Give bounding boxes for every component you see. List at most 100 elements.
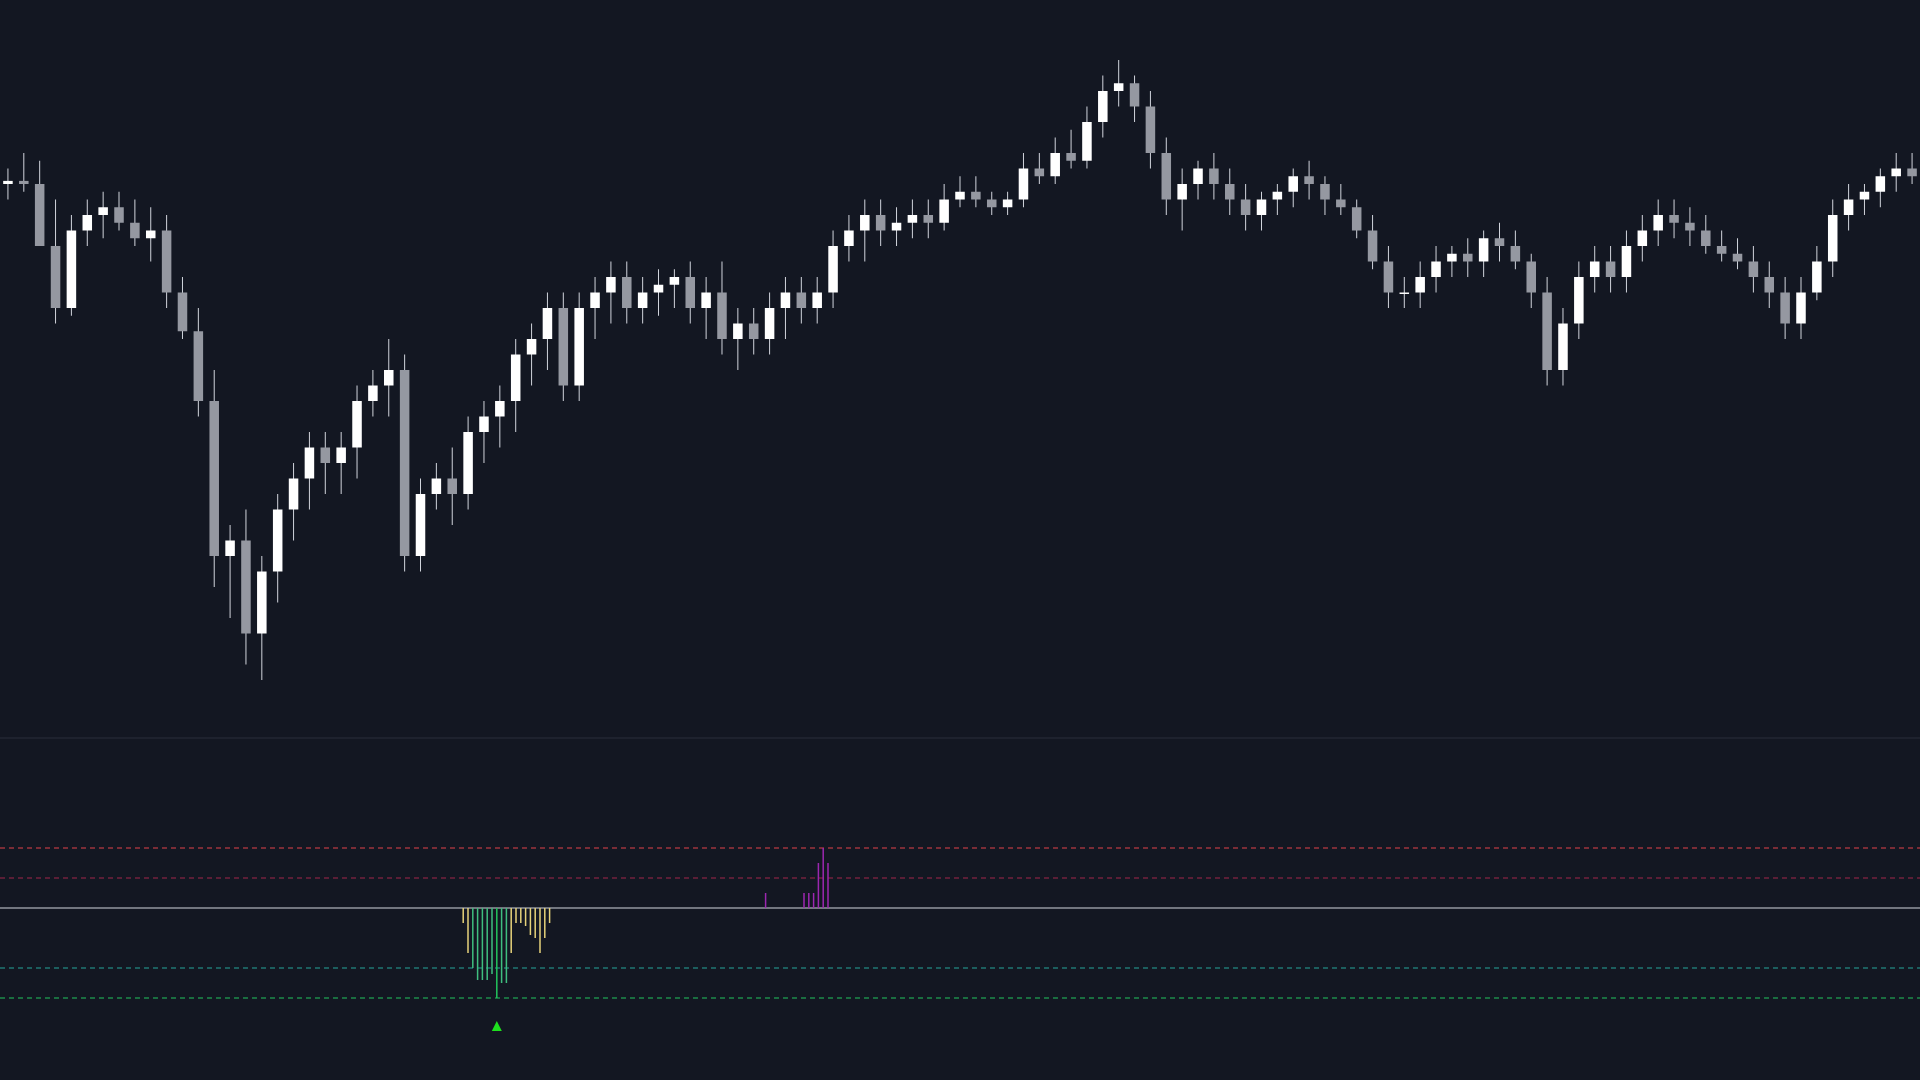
- candle-body-up: [1478, 238, 1489, 262]
- candle-body-down: [1685, 222, 1695, 231]
- candle-body-up: [574, 308, 584, 386]
- candle-body-down: [1034, 168, 1045, 177]
- candle-body-up: [860, 215, 870, 231]
- candle-body-up: [257, 571, 267, 634]
- candle-body-down: [875, 215, 886, 231]
- candle-body-down: [447, 478, 457, 494]
- candle-body-down: [1320, 184, 1330, 200]
- candle-body-up: [669, 277, 680, 285]
- candle-body-up: [1002, 199, 1013, 208]
- oscillator-pane: [0, 847, 1920, 1031]
- candle-body-down: [685, 277, 696, 308]
- candle-body-up: [1177, 184, 1187, 200]
- candle-body-up: [225, 540, 235, 556]
- candle-body-down: [177, 292, 188, 332]
- candle-body-up: [1859, 191, 1870, 200]
- candle-body-down: [1748, 261, 1759, 277]
- candle-body-down: [717, 292, 727, 339]
- candle-body-up: [526, 339, 537, 355]
- candle-body-up: [1431, 261, 1441, 277]
- candle-body-up: [844, 230, 854, 246]
- candle-body-down: [796, 292, 807, 308]
- candle-body-down: [19, 180, 29, 184]
- candle-body-down: [1716, 246, 1727, 254]
- candle-body-down: [1732, 253, 1743, 262]
- candle-body-up: [1812, 261, 1822, 293]
- candle-body-up: [733, 323, 743, 339]
- candle-body-down: [161, 230, 172, 293]
- candle-body-down: [1907, 168, 1917, 177]
- candle-body-up: [1558, 323, 1568, 370]
- candle-body-down: [1494, 238, 1505, 246]
- candle-body-down: [1351, 207, 1362, 231]
- candle-body-up: [1193, 168, 1203, 184]
- candle-body-up: [812, 292, 822, 308]
- candle-body-up: [1891, 168, 1901, 177]
- candle-body-up: [1827, 215, 1838, 262]
- candle-body-up: [145, 230, 156, 239]
- candle-body-up: [1875, 176, 1886, 192]
- candle-body-up: [431, 478, 442, 494]
- candle-body-up: [1574, 277, 1584, 324]
- candle-body-up: [653, 284, 664, 293]
- candle-body-down: [1304, 176, 1314, 184]
- candle-body-up: [479, 416, 489, 432]
- candle-body-down: [34, 184, 45, 246]
- candle-body-up: [1018, 168, 1029, 200]
- candle-body-up: [1050, 153, 1060, 177]
- candle-body-down: [1066, 153, 1076, 161]
- price-pane: [3, 60, 1917, 680]
- candle-body-up: [1447, 253, 1457, 262]
- candle-body-up: [542, 308, 553, 339]
- candle-body-up: [764, 308, 775, 339]
- candle-body-up: [590, 292, 600, 308]
- candle-body-down: [241, 540, 251, 634]
- candle-body-down: [193, 331, 204, 401]
- candle-body-up: [701, 292, 711, 308]
- candle-body-up: [272, 509, 283, 572]
- candle-body-down: [558, 308, 569, 386]
- candle-body-down: [1764, 277, 1775, 293]
- candle-body-down: [1510, 246, 1521, 262]
- candle-body-up: [1637, 230, 1648, 246]
- candle-body-up: [1415, 277, 1425, 293]
- candle-body-down: [209, 401, 219, 556]
- candle-body-up: [3, 180, 13, 184]
- candle-body-up: [1653, 215, 1663, 231]
- candle-body-down: [399, 370, 410, 556]
- candle-body-up: [606, 277, 616, 293]
- candle-body-down: [114, 207, 124, 223]
- candle-body-up: [1256, 199, 1267, 215]
- candle-body-up: [66, 230, 77, 308]
- candle-body-down: [320, 447, 331, 463]
- candle-body-up: [352, 401, 362, 448]
- candle-body-up: [1113, 83, 1124, 91]
- candle-body-up: [463, 432, 473, 494]
- candle-body-down: [1336, 199, 1346, 208]
- candle-body-down: [130, 222, 140, 239]
- candle-body-down: [1669, 215, 1679, 223]
- candle-body-up: [415, 494, 426, 556]
- candle-body-down: [971, 191, 981, 200]
- candle-body-up: [368, 385, 378, 401]
- candle-body-up: [82, 215, 93, 231]
- candle-body-down: [1383, 261, 1394, 293]
- candle-body-down: [1780, 292, 1790, 324]
- candle-body-up: [1288, 176, 1298, 192]
- candle-body-down: [1526, 261, 1536, 293]
- candle-body-down: [1161, 153, 1172, 200]
- candle-body-up: [1098, 91, 1108, 122]
- candle-body-up: [939, 199, 949, 223]
- candle-body-down: [622, 277, 632, 308]
- candle-body-down: [986, 199, 997, 208]
- candle-body-up: [510, 354, 521, 401]
- candle-body-down: [1240, 199, 1251, 215]
- candle-body-up: [1621, 246, 1632, 277]
- candle-body-down: [1701, 230, 1711, 246]
- candle-body-up: [304, 447, 315, 479]
- candle-body-up: [1272, 191, 1283, 200]
- candle-body-up: [828, 246, 838, 293]
- candle-body-down: [1367, 230, 1378, 262]
- candle-body-up: [98, 207, 108, 215]
